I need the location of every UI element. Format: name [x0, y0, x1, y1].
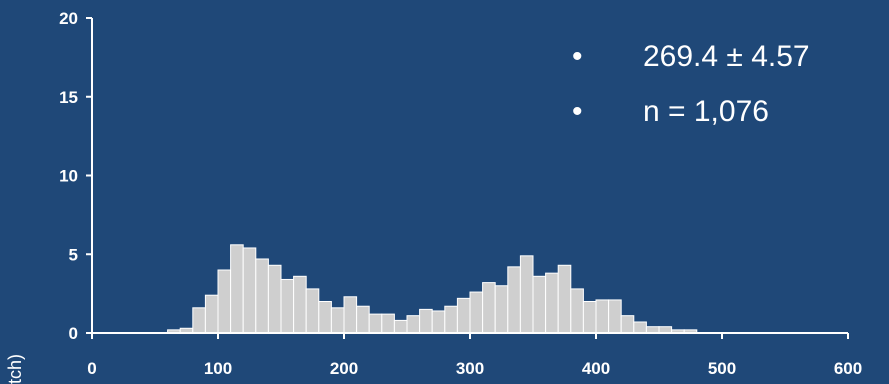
x-ticks-group: 0 100 200 300 400 500 600: [87, 333, 862, 378]
histogram-bar: [519, 255, 534, 334]
histogram-bar: [595, 299, 610, 334]
histogram-bar: [242, 247, 257, 334]
histogram-bar: [267, 264, 282, 334]
histogram-bar: [494, 285, 509, 334]
histogram-bar: [305, 288, 320, 334]
x-tick-label: 500: [708, 359, 736, 378]
histogram-bar: [557, 264, 572, 334]
annotation-bullet-2: •: [572, 95, 583, 128]
annotations-group: • 269.4 ± 4.57 • n = 1,076: [572, 40, 810, 128]
annotation-count: n = 1,076: [643, 95, 769, 128]
histogram-bar: [620, 315, 635, 334]
histogram-bar: [570, 288, 584, 334]
y-tick-label: 20: [59, 9, 78, 28]
histogram-bar: [633, 321, 647, 334]
histogram-bar: [507, 266, 521, 334]
x-tick-label: 200: [330, 359, 358, 378]
y-axis-label: tch): [5, 354, 25, 384]
bars-group: [167, 244, 698, 334]
histogram-bar: [419, 308, 433, 334]
histogram-bar: [456, 297, 471, 334]
y-tick-label: 0: [69, 324, 78, 343]
histogram-bar: [280, 278, 295, 334]
histogram-bar: [431, 310, 446, 334]
histogram-bar: [608, 299, 622, 334]
histogram-bar: [192, 307, 206, 334]
x-tick-label: 400: [582, 359, 610, 378]
histogram-bar: [293, 275, 307, 334]
y-tick-label: 15: [59, 88, 78, 107]
annotation-bullet-1: •: [572, 40, 583, 73]
histogram-bar: [318, 301, 332, 334]
y-tick-label: 5: [69, 245, 78, 264]
histogram-bar: [469, 291, 484, 334]
histogram-bar: [356, 305, 370, 334]
x-tick-label: 0: [87, 359, 96, 378]
x-tick-label: 300: [456, 359, 484, 378]
histogram-bar: [545, 272, 559, 334]
histogram-bar: [217, 269, 232, 334]
histogram-bar: [532, 275, 547, 334]
histogram-bar: [255, 258, 269, 334]
histogram-bar: [368, 313, 383, 334]
x-tick-label: 600: [834, 359, 862, 378]
histogram-bar: [204, 294, 219, 334]
histogram-bar: [393, 319, 408, 334]
histogram-bar: [444, 305, 458, 334]
x-tick-label: 100: [204, 359, 232, 378]
y-ticks-group: 0 5 10 15 20: [59, 9, 92, 343]
histogram-bar: [330, 307, 345, 334]
histogram-bar: [343, 296, 358, 334]
histogram-bar: [406, 315, 421, 334]
histogram-bar: [230, 244, 244, 334]
histogram-bar: [482, 282, 496, 334]
annotation-mean: 269.4 ± 4.57: [643, 40, 810, 73]
y-tick-label: 10: [59, 167, 78, 186]
histogram-bar: [582, 301, 597, 334]
histogram-bar: [381, 313, 395, 334]
